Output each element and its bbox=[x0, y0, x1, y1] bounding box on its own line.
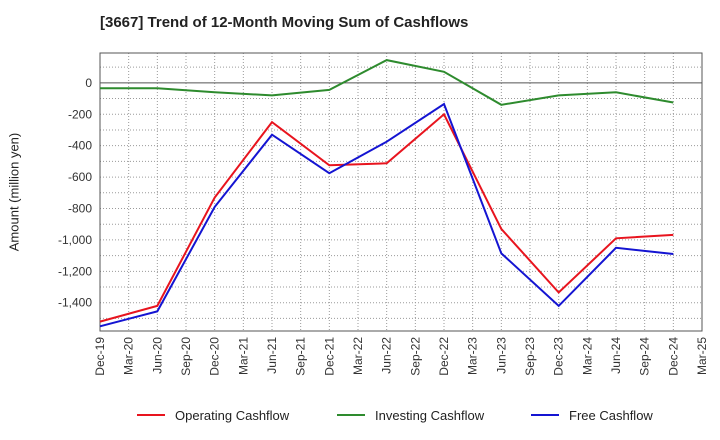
x-tick-label: Dec-24 bbox=[666, 337, 680, 376]
x-tick-label: Jun-20 bbox=[150, 337, 164, 374]
y-tick-label: -800 bbox=[68, 201, 92, 215]
x-tick-label: Dec-20 bbox=[208, 337, 222, 376]
x-tick-label: Jun-22 bbox=[380, 337, 394, 374]
x-tick-label: Sep-21 bbox=[294, 337, 308, 376]
y-tick-label: -400 bbox=[68, 139, 92, 153]
x-tick-label: Mar-21 bbox=[236, 337, 250, 375]
y-tick-label: -200 bbox=[68, 107, 92, 121]
legend-swatch bbox=[137, 414, 165, 416]
y-tick-label: -600 bbox=[68, 170, 92, 184]
legend-swatch bbox=[531, 414, 559, 416]
x-tick-label: Jun-24 bbox=[609, 337, 623, 374]
legend-item: Investing Cashflow bbox=[337, 404, 484, 426]
legend-label: Free Cashflow bbox=[569, 407, 653, 423]
x-tick-label: Dec-19 bbox=[93, 337, 107, 376]
x-tick-label: Mar-24 bbox=[580, 337, 594, 375]
x-tick-label: Dec-22 bbox=[437, 337, 451, 376]
x-tick-label: Dec-23 bbox=[552, 337, 566, 376]
x-tick-label: Sep-23 bbox=[523, 337, 537, 376]
chart-title: [3667] Trend of 12-Month Moving Sum of C… bbox=[100, 14, 469, 31]
x-tick-label: Jun-21 bbox=[265, 337, 279, 374]
x-tick-label: Mar-25 bbox=[695, 337, 709, 375]
legend-label: Investing Cashflow bbox=[375, 407, 485, 423]
legend-swatch bbox=[337, 414, 365, 416]
legend-item: Operating Cashflow bbox=[137, 404, 289, 426]
y-tick-label: -1,400 bbox=[58, 296, 92, 310]
x-tick-label: Sep-24 bbox=[638, 337, 652, 376]
y-tick-label: 0 bbox=[85, 76, 92, 90]
x-tick-label: Mar-22 bbox=[351, 337, 365, 375]
legend: Operating Cashflow Investing Cashflow Free… bbox=[0, 404, 720, 426]
y-tick-label: -1,000 bbox=[58, 233, 92, 247]
x-tick-label: Sep-22 bbox=[408, 337, 422, 376]
free-cashflow-line bbox=[99, 102, 674, 328]
x-tick-label: Mar-23 bbox=[466, 337, 480, 375]
x-tick-label: Sep-20 bbox=[179, 337, 193, 376]
legend-label: Operating Cashflow bbox=[175, 407, 290, 423]
x-tick-label: Dec-21 bbox=[322, 337, 336, 376]
operating-cashflow-line bbox=[99, 112, 674, 323]
investing-cashflow-line bbox=[100, 59, 674, 106]
legend-item: Free Cashflow bbox=[531, 404, 653, 426]
plot-area bbox=[100, 53, 702, 331]
x-tick-label: Jun-23 bbox=[494, 337, 508, 374]
y-tick-label: -1,200 bbox=[58, 264, 92, 278]
plot-frame bbox=[99, 52, 703, 332]
x-tick-label: Mar-20 bbox=[122, 337, 136, 375]
